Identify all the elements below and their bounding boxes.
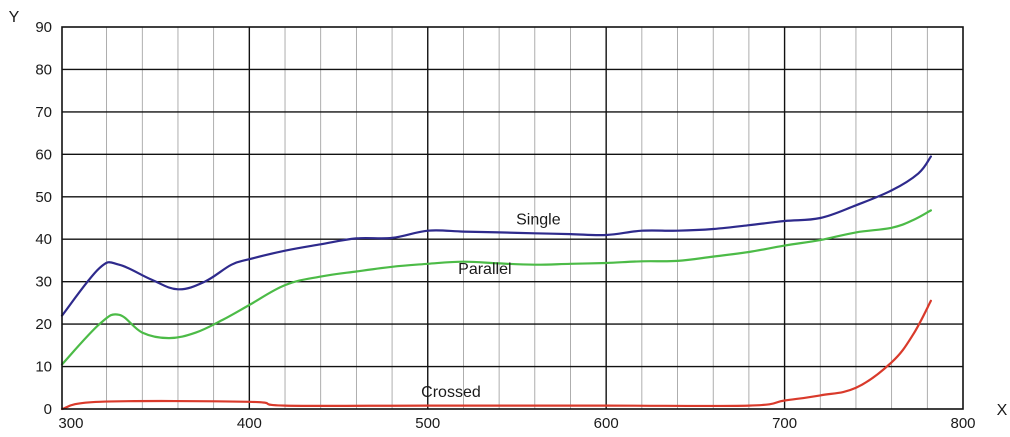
grid <box>62 27 963 409</box>
x-tick-label: 400 <box>237 415 262 432</box>
x-tick-label: 600 <box>594 415 619 432</box>
series-label-crossed: Crossed <box>421 384 481 401</box>
series-annotations: Single Parallel Crossed <box>421 211 561 401</box>
plot-frame <box>61 26 964 410</box>
y-tick-label: 0 <box>44 401 52 418</box>
x-tick-label: 300 <box>58 415 83 432</box>
y-tick-label: 10 <box>35 359 52 376</box>
series-line-single <box>60 155 932 317</box>
x-tick-label: 800 <box>950 415 975 432</box>
series-line-parallel <box>60 209 932 366</box>
tick-labels: 300 400 500 600 700 800 0 10 20 30 40 50 60 70 80 90 <box>35 19 975 432</box>
y-tick-label: 30 <box>35 274 52 291</box>
y-tick-label: 50 <box>35 189 52 206</box>
y-tick-label: 20 <box>35 316 52 333</box>
x-tick-label: 700 <box>772 415 797 432</box>
x-tick-label: 500 <box>415 415 440 432</box>
y-tick-label: 90 <box>35 19 52 36</box>
y-axis-title: Y <box>9 9 20 26</box>
series-lines <box>60 155 932 411</box>
x-axis-title: X <box>997 402 1008 419</box>
y-tick-label: 40 <box>35 231 52 248</box>
series-line-crossed <box>60 299 932 411</box>
y-tick-label: 80 <box>35 61 52 78</box>
y-tick-label: 70 <box>35 104 52 121</box>
series-label-single: Single <box>516 211 561 228</box>
y-tick-label: 60 <box>35 146 52 163</box>
plot-border <box>61 26 964 410</box>
series-label-parallel: Parallel <box>458 261 511 278</box>
